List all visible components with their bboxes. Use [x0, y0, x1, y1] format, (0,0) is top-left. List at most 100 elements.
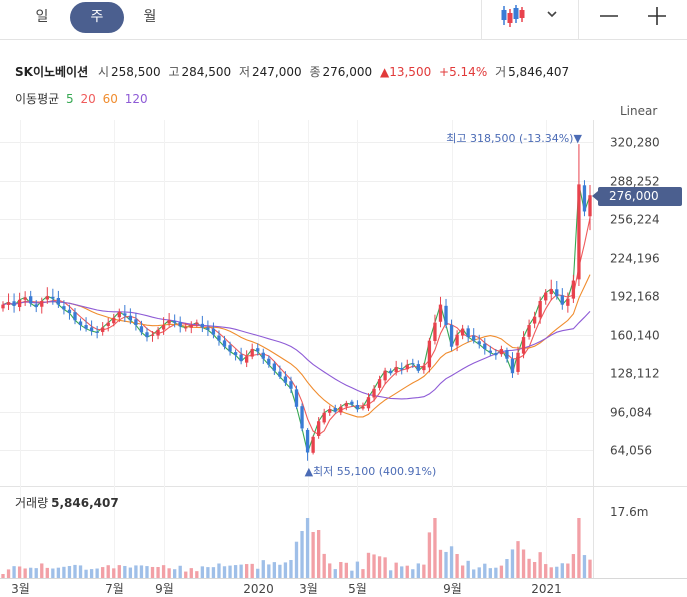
candle-body: [455, 334, 459, 346]
tab-month[interactable]: 월: [143, 9, 157, 25]
chart-toolbar: 일 주 월: [0, 0, 687, 40]
chevron-down-icon[interactable]: [544, 6, 560, 22]
candle-body: [134, 319, 138, 326]
candle-body: [139, 326, 144, 333]
tab-day[interactable]: 일: [35, 9, 49, 25]
y-tick-label: 288,252: [610, 175, 660, 189]
volume-bar: [477, 567, 481, 578]
candle-body: [549, 288, 553, 295]
volume-bar: [294, 541, 299, 578]
volume-bar: [244, 564, 249, 578]
candle-body: [494, 352, 498, 356]
candle-body: [499, 349, 504, 355]
candle-body: [206, 327, 210, 330]
volume-bar: [416, 563, 420, 578]
volume-bar: [34, 568, 38, 578]
volume-bar: [145, 566, 149, 578]
volume-bar: [483, 563, 487, 578]
volume-bar: [588, 559, 592, 578]
volume-bar: [161, 565, 166, 578]
candle-body: [566, 298, 570, 306]
y-tick-label: 320,280: [610, 136, 660, 150]
volume-bar: [361, 569, 365, 578]
close-label: 종: [309, 65, 321, 79]
volume-bar: [377, 556, 382, 578]
candle-body: [538, 301, 542, 318]
volume-bar: [84, 569, 88, 578]
candle-body: [555, 289, 559, 297]
volume-bar: [488, 568, 492, 578]
candle-body: [6, 302, 11, 305]
x-tick-label: 7월: [105, 582, 124, 596]
volume-bar: [23, 568, 27, 578]
ma-20-label[interactable]: 20: [80, 92, 96, 106]
candle-body: [200, 323, 205, 328]
volume-bar: [555, 566, 559, 578]
toolbar-divider: [481, 0, 482, 40]
volume-bar: [6, 569, 11, 578]
volume-axis-tick: 17.6m: [610, 505, 648, 519]
plus-icon[interactable]: [646, 5, 668, 27]
high-price-annotation: 최고 318,500 (-13.34%)▼: [446, 132, 582, 145]
volume-bar: [460, 565, 465, 578]
candle-body: [233, 352, 238, 356]
volume-bar: [388, 570, 393, 578]
candle-body: [67, 309, 72, 314]
volume-bar: [189, 568, 193, 578]
volume-bar: [311, 532, 315, 578]
minus-icon[interactable]: [598, 5, 620, 27]
volume-bar: [427, 532, 432, 578]
candle-body: [388, 370, 393, 374]
candle-body: [106, 322, 110, 326]
y-tick-label: 64,056: [610, 444, 652, 458]
x-tick-label: 2020: [243, 582, 274, 596]
volume-bar: [228, 565, 232, 578]
volume-bar: [239, 564, 243, 578]
volume-bar: [510, 549, 515, 578]
volume-bar: [383, 557, 387, 578]
candle-body: [582, 185, 587, 212]
candle-body: [29, 296, 33, 304]
volume-bar: [101, 567, 105, 578]
volume-bar: [333, 569, 337, 578]
candle-body: [333, 407, 337, 412]
candle-body: [488, 350, 492, 353]
tab-week[interactable]: 주: [70, 2, 124, 33]
candlestick-icon[interactable]: [496, 3, 530, 29]
volume-bar: [566, 563, 570, 578]
scale-mode-button[interactable]: Linear: [620, 104, 658, 118]
ma-120-label[interactable]: 120: [124, 92, 148, 106]
volume-bar: [272, 562, 277, 578]
candle-body: [228, 345, 232, 352]
volume-bar: [472, 569, 476, 578]
volume-bar: [211, 567, 216, 578]
candle-body: [261, 352, 265, 359]
ma-60-label[interactable]: 60: [102, 92, 118, 106]
candle-body: [300, 406, 304, 429]
ma-5-label[interactable]: 5: [66, 92, 74, 106]
volume-bar: [494, 567, 498, 578]
volume-bar: [1, 574, 5, 578]
candle-body: [267, 358, 271, 365]
candle-body: [173, 320, 177, 323]
candle-body: [532, 316, 537, 324]
volume-bar: [527, 558, 531, 578]
candle-body: [344, 403, 349, 407]
candle-body: [383, 370, 387, 381]
volume-bar: [322, 553, 326, 578]
ma-120-line: [2, 301, 591, 400]
candle-body: [322, 412, 326, 423]
candle-body: [411, 363, 415, 365]
candlestick-series: [1, 144, 592, 461]
price-axis: 64,056 96,084 128,112 160,140 192,168 224,196…: [610, 136, 660, 458]
volume-bar: [544, 564, 548, 578]
candle-body: [84, 325, 88, 329]
volume-bar: [350, 570, 354, 578]
candle-body: [156, 329, 160, 336]
candle-body: [328, 409, 332, 413]
candle-body: [483, 343, 487, 350]
candle-body: [89, 327, 94, 332]
candle-body: [560, 295, 564, 305]
volume-legend: 거래량 5,846,407: [15, 494, 119, 511]
